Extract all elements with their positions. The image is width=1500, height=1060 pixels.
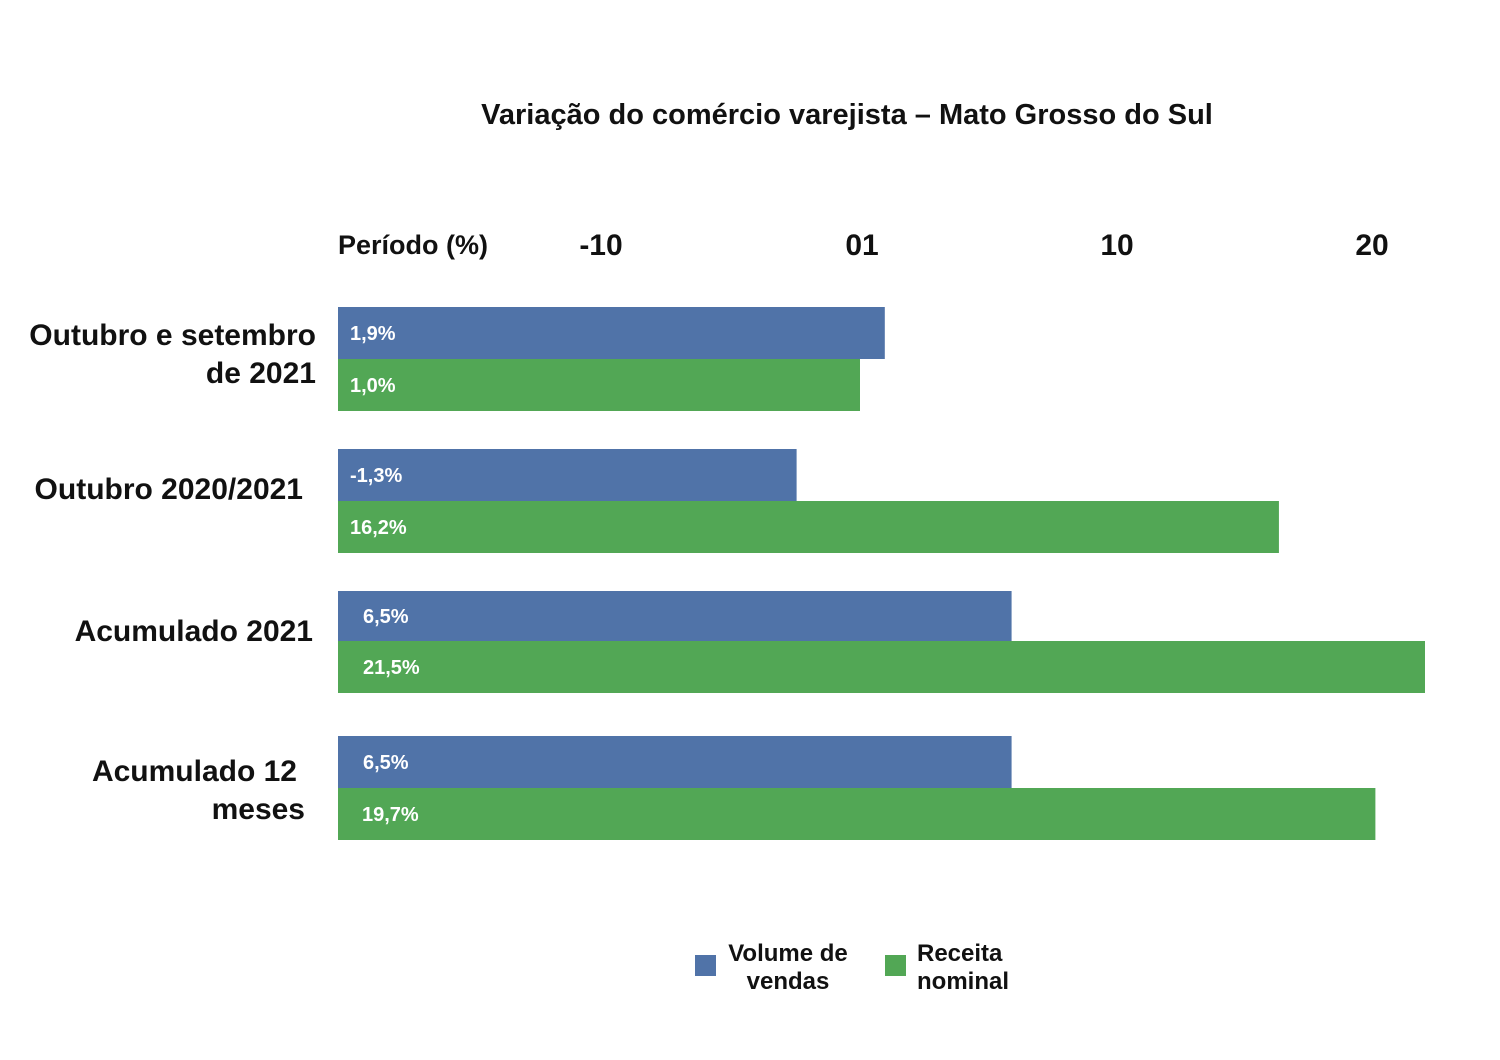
bar (338, 736, 1012, 788)
bar-value-label: 6,5% (363, 752, 409, 774)
legend-label: Receita (917, 940, 1003, 967)
category-label: de 2021 (206, 357, 316, 390)
bar (338, 591, 1012, 641)
legend-label: Volume de (728, 940, 848, 967)
category-label: meses (212, 793, 305, 826)
category-label: Acumulado 2021 (75, 615, 313, 648)
bars: 1,9% 1,0% -1,3% 16,2% 6,5% 21,5% 6,5% 19,7% (338, 307, 1425, 840)
legend-swatch (885, 955, 906, 976)
legend-swatch (695, 955, 716, 976)
bar-value-label: 21,5% (363, 657, 420, 679)
bar-value-label: -1,3% (350, 465, 402, 487)
chart-title: Variação do comércio varejista – Mato Gr… (481, 99, 1213, 131)
category-label: Outubro 2020/2021 (35, 473, 303, 506)
bar (338, 307, 885, 359)
bar-value-label: 6,5% (363, 606, 409, 628)
bar (338, 501, 1279, 553)
legend-label: nominal (917, 968, 1009, 995)
category-labels: Outubro e setembro de 2021 Outubro 2020/20… (29, 319, 316, 826)
x-axis-ticks: -10 01 10 20 (579, 229, 1388, 262)
bar (338, 359, 860, 411)
bar (338, 788, 1376, 840)
bar-value-label: 1,9% (350, 323, 396, 345)
bar (338, 641, 1425, 693)
legend-label: vendas (747, 968, 830, 995)
x-tick-label: 10 (1100, 229, 1133, 262)
bar (338, 449, 797, 501)
bar-value-label: 1,0% (350, 375, 396, 397)
x-tick-label: 01 (845, 229, 878, 262)
bar-value-label: 19,7% (362, 804, 419, 826)
axis-header: Período (%) (338, 230, 488, 260)
category-label: Acumulado 12 (92, 755, 297, 788)
category-label: Outubro e setembro (29, 319, 316, 352)
x-tick-label: -10 (579, 229, 622, 262)
bar-value-label: 16,2% (350, 517, 407, 539)
x-tick-label: 20 (1355, 229, 1388, 262)
